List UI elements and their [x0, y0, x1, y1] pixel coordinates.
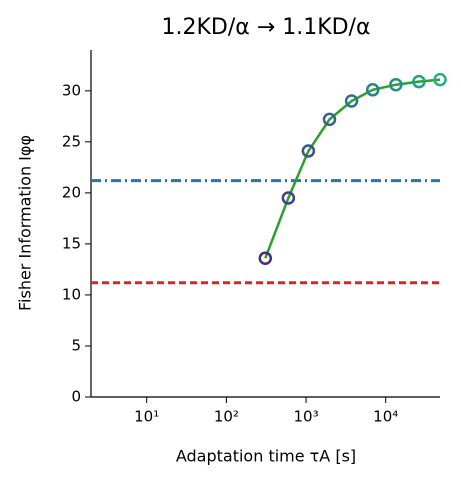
y-tick-label: 25 [62, 132, 81, 150]
y-tick-label: 5 [71, 336, 81, 354]
y-axis-label: Fisher Information Iφφ [16, 135, 35, 311]
data-point [389, 77, 403, 92]
y-tick-label: 0 [71, 388, 81, 406]
data-point [412, 74, 426, 89]
data-point [433, 72, 447, 87]
chart-title: 1.2KD/α → 1.1KD/α [162, 15, 371, 40]
data-point [281, 191, 296, 205]
x-axis-label: Adaptation time τA [s] [176, 447, 356, 466]
data-point [301, 144, 316, 158]
y-tick-label: 30 [62, 81, 81, 99]
data-line [264, 78, 441, 259]
data-point [322, 112, 337, 127]
x-tick-label: 10³ [293, 408, 318, 426]
y-tick-label: 15 [62, 234, 81, 252]
data-point [344, 94, 359, 108]
y-tick-label: 10 [62, 285, 81, 303]
x-tick-label: 10⁴ [373, 408, 398, 426]
x-tick-label: 10¹ [134, 408, 159, 426]
y-tick-label: 20 [62, 183, 81, 201]
data-point [258, 251, 273, 265]
data-point [365, 83, 380, 97]
x-tick-label: 10² [214, 408, 239, 426]
